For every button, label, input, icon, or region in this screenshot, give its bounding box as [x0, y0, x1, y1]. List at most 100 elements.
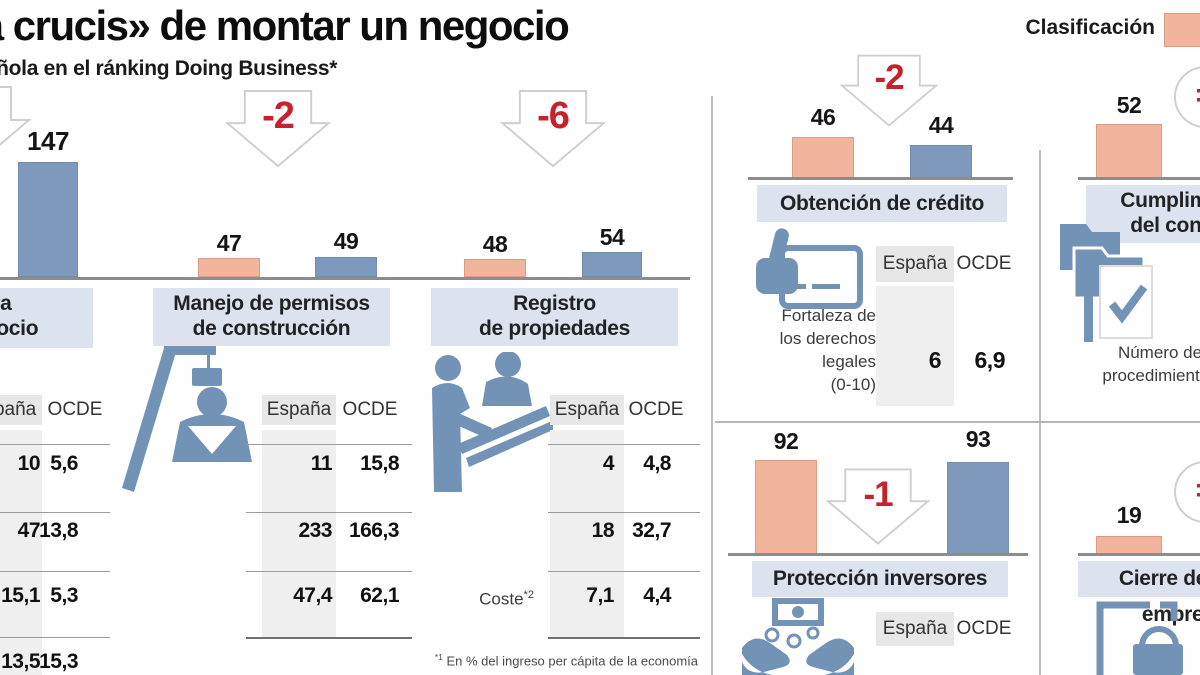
apertura-r1-ocde: 5,6 — [50, 452, 78, 475]
permisos-r2-ocde: 166,3 — [348, 519, 400, 542]
bar-value-registro-pink: 48 — [482, 231, 508, 257]
legend-label: Clasificación — [1025, 16, 1155, 39]
credito-metric-line3: legales — [822, 352, 876, 371]
permisos-r1-ocde: 15,8 — [360, 452, 399, 475]
bar-cierre-pink — [1096, 536, 1162, 554]
change-arrow-partial — [0, 86, 32, 146]
hands-money-icon — [742, 598, 854, 675]
axis-inversores — [728, 553, 1028, 556]
contratos-metric-line1: Número de — [1117, 343, 1200, 362]
credito-col-espana: España — [876, 246, 954, 282]
bar-value-inversores-pink: 92 — [773, 428, 799, 454]
permisos-r3-ocde: 62,1 — [360, 584, 399, 607]
category-apertura: Apertura de un negocio — [0, 288, 93, 348]
apertura-r1-espana: 10 — [17, 452, 41, 475]
category-registro-line2: de propiedades — [478, 317, 630, 340]
change-value-cierre: = — [1196, 472, 1200, 508]
change-value-registro: -6 — [537, 95, 570, 137]
credito-metric-label: Fortaleza de los derechos legales (0-10) — [740, 304, 876, 396]
permisos-r2-espana: 233 — [298, 519, 332, 542]
change-value-permisos: -2 — [262, 95, 295, 137]
apertura-col-espana: España — [0, 395, 42, 425]
registro-rowline-1 — [548, 444, 700, 445]
footnote-1: *1 En % del ingreso per cápita de la eco… — [375, 652, 698, 668]
apertura-rowline-1 — [0, 444, 110, 445]
coste-text: Coste — [479, 589, 524, 609]
coste-footnote-marker: *2 — [523, 589, 534, 601]
bar-registro-blue — [582, 252, 642, 277]
registro-r2-ocde: 32,7 — [632, 519, 671, 542]
category-inversores: Protección inversores — [752, 561, 1008, 597]
bar-value-cierre-pink: 19 — [1116, 502, 1142, 528]
bar-credito-blue — [910, 145, 972, 178]
axis-contratos — [1078, 177, 1200, 180]
change-value-inversores: -1 — [863, 475, 893, 514]
registro-r2-espana: 18 — [591, 519, 615, 542]
registro-r3-ocde: 4,4 — [643, 584, 671, 607]
axis-credito — [748, 177, 1013, 180]
bar-apertura-blue — [18, 162, 78, 277]
apertura-r4-espana: 13,5 — [1, 650, 40, 673]
bar-value-credito-pink: 46 — [810, 104, 836, 130]
permisos-rowline-1 — [246, 444, 412, 445]
legend-pink-swatch — [1164, 13, 1200, 47]
inversores-col-espana: España — [876, 612, 954, 646]
apertura-rowline-4 — [0, 637, 110, 638]
category-permisos: Manejo de permisos de construcción — [153, 288, 390, 346]
registro-rowline-3 — [548, 571, 700, 572]
construction-crane-icon — [122, 346, 252, 492]
inversores-col-ocde: OCDE — [956, 618, 1012, 639]
permisos-col-ocde: OCDE — [342, 399, 398, 420]
bar-permisos-blue — [315, 257, 377, 277]
vertical-divider-right — [1039, 150, 1041, 675]
apertura-r3-espana: 15,1 — [1, 584, 40, 607]
category-cierre: Cierre de una empresa — [1078, 561, 1200, 626]
permisos-r1-espana: 11 — [310, 452, 333, 475]
credito-ocde-value: 6,9 — [974, 347, 1006, 373]
bar-value-apertura: 147 — [27, 126, 69, 156]
credito-metric-line2: los derechos — [779, 329, 876, 348]
category-apertura-line1: Apertura — [0, 292, 12, 315]
credit-card-thumb-icon — [756, 228, 863, 309]
change-circle-cierre: = — [1174, 461, 1200, 523]
page-title: El «vía crucis» de montar un negocio — [0, 2, 570, 49]
permisos-espana-band — [262, 430, 336, 637]
change-value-contratos: = — [1196, 77, 1200, 113]
registro-col-espana: España — [550, 395, 624, 425]
folders-check-icon — [1060, 224, 1153, 342]
registro-r1-espana: 4 — [602, 452, 615, 475]
permisos-col-espana: España — [262, 395, 336, 425]
page-subtitle: La situación española en el ránking Doin… — [0, 57, 338, 80]
apertura-r3-ocde: 5,3 — [50, 584, 78, 607]
change-value-credito: -2 — [874, 58, 904, 97]
bar-registro-pink — [464, 259, 526, 277]
bar-value-registro-blue: 54 — [599, 224, 625, 250]
credito-espana-value: 6 — [928, 347, 942, 373]
category-permisos-line2: de construcción — [192, 317, 351, 340]
apertura-col-ocde: OCDE — [47, 399, 103, 420]
category-apertura-line2: de un negocio — [0, 317, 39, 340]
bar-contratos-pink — [1096, 124, 1162, 178]
registro-r1-ocde: 4,8 — [643, 452, 671, 475]
axis-left-chart — [0, 277, 690, 280]
change-arrow-registro — [499, 90, 607, 168]
category-credito: Obtención de crédito — [757, 185, 1007, 222]
apertura-r4-ocde: 15,3 — [39, 650, 78, 673]
apertura-r2-ocde: 13,8 — [39, 519, 78, 542]
bar-value-permisos-blue: 49 — [333, 228, 359, 254]
coste-row-label: Coste*2 — [434, 589, 534, 610]
property-registry-icon — [432, 352, 553, 492]
apertura-espana-band — [0, 430, 42, 675]
registro-col-ocde: OCDE — [628, 399, 684, 420]
horizontal-divider-right — [715, 421, 1200, 423]
axis-cierre — [1078, 553, 1200, 556]
registro-bottomline — [548, 637, 700, 639]
footnote-text: En % del ingreso per cápita de la econom… — [446, 653, 699, 669]
apertura-rowline-3 — [0, 571, 110, 572]
business-closure-lock-icon — [1096, 601, 1183, 675]
credito-metric-line1: Fortaleza de — [781, 306, 877, 325]
footnote-marker: *1 — [434, 652, 443, 662]
bar-value-permisos-pink: 47 — [216, 230, 242, 256]
category-registro: Registro de propiedades — [431, 288, 678, 346]
